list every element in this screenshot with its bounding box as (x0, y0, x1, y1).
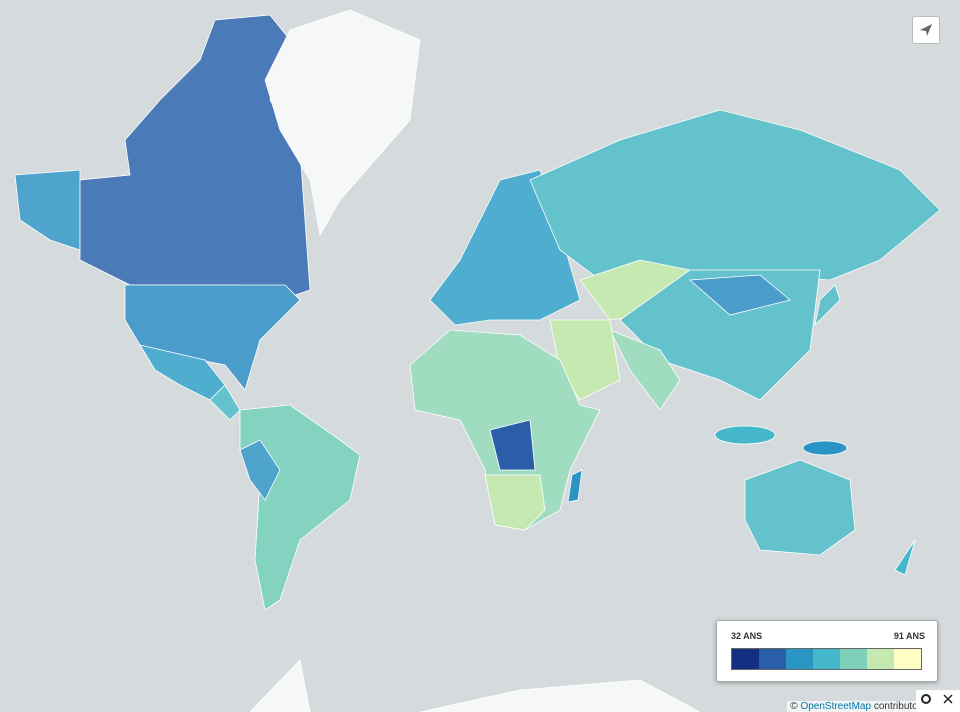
legend-min: 32 ANS (731, 631, 763, 641)
mongolia (689, 274, 791, 316)
legend-swatch (759, 649, 786, 669)
japan (814, 284, 841, 327)
legend-swatch (894, 649, 921, 669)
australia (744, 459, 856, 556)
alaska (14, 169, 81, 251)
attribution-suffix: contributors, © (873, 701, 939, 712)
locate-button[interactable] (912, 16, 940, 44)
legend-swatch (840, 649, 867, 669)
new-zealand (894, 539, 916, 576)
legend-swatch (867, 649, 894, 669)
legend-scale (731, 648, 922, 670)
attribution-prefix: © (790, 701, 798, 712)
control-icons (921, 694, 953, 704)
close-icon[interactable] (943, 694, 953, 704)
legend-swatch (813, 649, 840, 669)
madagascar (567, 469, 583, 503)
antarctica (419, 679, 701, 712)
indonesia (714, 425, 776, 445)
map-controls (916, 690, 960, 712)
legend-max: 91 ANS (893, 631, 925, 641)
antarctica (249, 659, 311, 712)
russia (529, 109, 941, 281)
new-guinea (802, 440, 848, 456)
attribution: © OpenStreetMap contributors, © (787, 701, 942, 712)
legend-swatch (786, 649, 813, 669)
locate-icon (920, 24, 932, 36)
southern-africa (484, 474, 546, 531)
osm-link[interactable]: OpenStreetMap (800, 701, 872, 712)
legend-swatch (732, 649, 759, 669)
legend: 32 ANS 91 ANS (716, 620, 938, 682)
congo (489, 419, 536, 471)
peru (239, 439, 281, 501)
greenland (264, 9, 421, 237)
india (609, 329, 681, 411)
south-america (239, 404, 361, 611)
settings-icon[interactable] (921, 694, 931, 704)
canada (79, 14, 311, 301)
usa (124, 284, 301, 391)
